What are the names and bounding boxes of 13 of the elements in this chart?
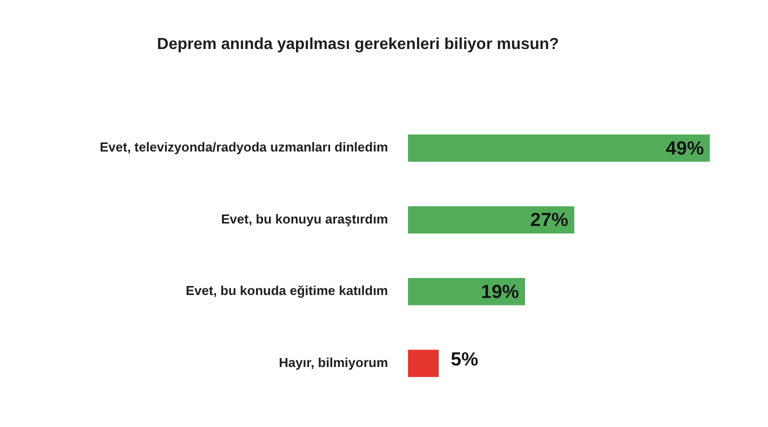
y-tick-label: Hayır, bilmiyorum xyxy=(278,354,388,370)
y-tick-label: Evet, bu konuyu araştırdım xyxy=(221,211,388,226)
data-label: 5% xyxy=(450,350,478,371)
bar xyxy=(408,134,710,162)
data-label: 19% xyxy=(481,282,520,303)
y-tick-label: Evet, bu konuda eğitime katıldım xyxy=(186,283,388,298)
data-label: 49% xyxy=(666,138,704,160)
data-label: 27% xyxy=(530,210,568,232)
chart-title: Deprem anında yapılması gerekenleri biliyor musun? xyxy=(157,36,559,54)
y-tick-label: Evet, televizyonda/radyoda uzmanları dinledim xyxy=(100,140,388,155)
bar xyxy=(408,350,439,377)
bar xyxy=(408,206,574,234)
bar xyxy=(408,278,526,306)
